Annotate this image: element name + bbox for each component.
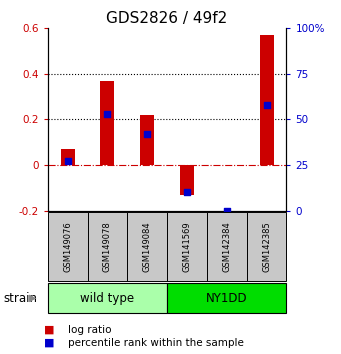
Text: ■: ■	[44, 338, 55, 348]
Title: GDS2826 / 49f2: GDS2826 / 49f2	[106, 11, 228, 26]
Bar	[61, 149, 75, 165]
Text: percentile rank within the sample: percentile rank within the sample	[68, 338, 244, 348]
Text: GSM149076: GSM149076	[63, 222, 72, 272]
Text: log ratio: log ratio	[68, 325, 112, 335]
Text: GSM142385: GSM142385	[262, 222, 271, 272]
Text: strain: strain	[3, 292, 38, 305]
Text: GSM149078: GSM149078	[103, 222, 112, 272]
Bar	[140, 115, 154, 165]
Point	[105, 111, 110, 117]
Point	[145, 131, 150, 137]
Text: wild type: wild type	[80, 292, 134, 305]
Text: GSM141569: GSM141569	[182, 222, 192, 272]
Point	[184, 190, 190, 195]
Text: NY1DD: NY1DD	[206, 292, 248, 305]
Text: GSM149084: GSM149084	[143, 222, 152, 272]
Text: ■: ■	[44, 325, 55, 335]
Point	[65, 159, 70, 164]
Bar	[180, 165, 194, 195]
Text: ▶: ▶	[29, 293, 36, 303]
Point	[224, 208, 229, 213]
Point	[264, 102, 269, 108]
Text: GSM142384: GSM142384	[222, 222, 231, 272]
Bar	[260, 35, 273, 165]
Bar	[101, 81, 114, 165]
